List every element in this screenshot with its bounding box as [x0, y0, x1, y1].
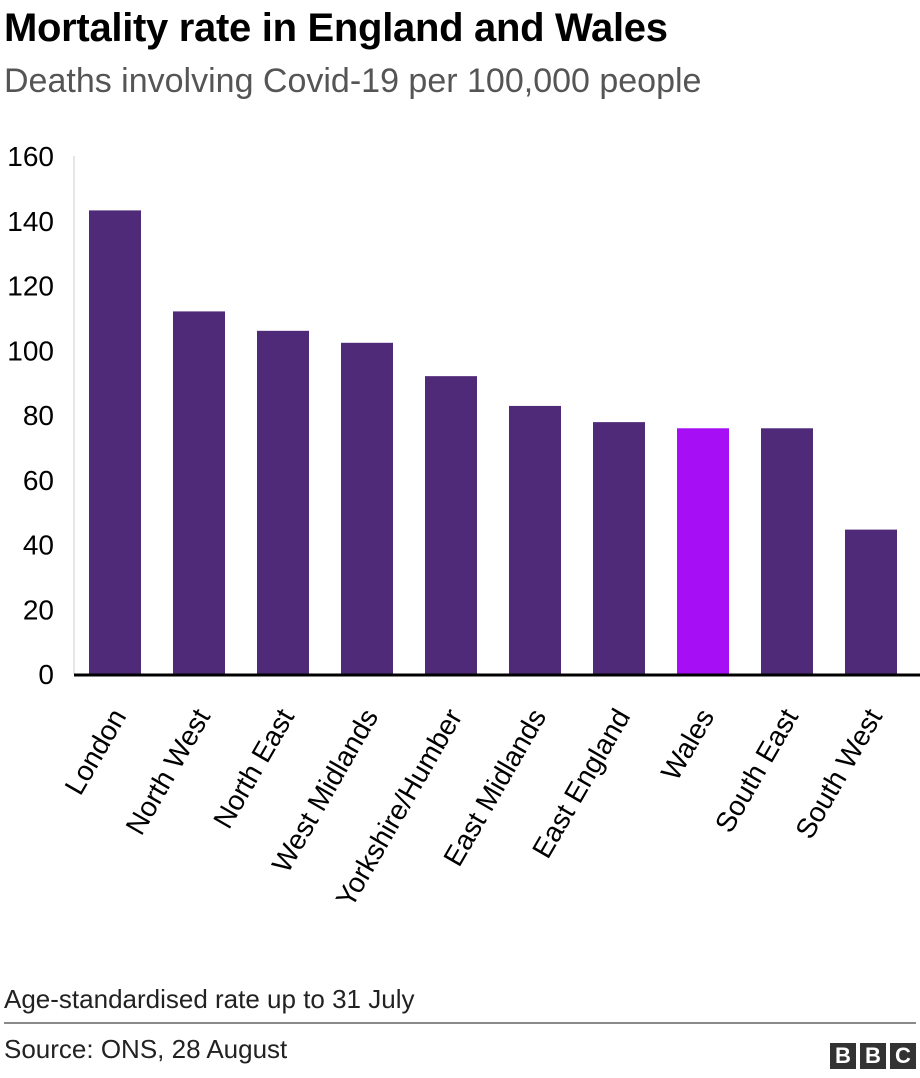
- bar-south-east: [761, 428, 813, 674]
- logo-letter-3: C: [890, 1043, 916, 1069]
- logo-letter-2: B: [860, 1043, 886, 1069]
- source-text: Source: ONS, 28 August: [4, 1034, 288, 1064]
- x-category-label: London: [59, 704, 133, 800]
- bar-east-england: [593, 422, 645, 674]
- y-tick-label: 100: [7, 335, 54, 366]
- bar-wales: [677, 428, 729, 674]
- x-category-label: South East: [709, 703, 804, 837]
- y-axis-ticks: 0 20 40 60 80 100 120 140 160: [7, 141, 54, 690]
- y-tick-label: 160: [7, 141, 54, 172]
- bar-north-east: [257, 330, 309, 674]
- y-tick-label: 20: [23, 594, 54, 625]
- x-category-label: South West: [789, 703, 888, 844]
- footer-divider: [4, 1022, 916, 1024]
- x-category-label: North East: [207, 703, 300, 833]
- y-tick-label: 120: [7, 271, 54, 302]
- bar-north-west: [173, 311, 225, 674]
- bar-south-west: [845, 529, 897, 674]
- y-tick-label: 140: [7, 206, 54, 237]
- x-category-label: North West: [120, 703, 217, 840]
- logo-letter-1: B: [830, 1043, 856, 1069]
- y-tick-label: 40: [23, 530, 54, 561]
- y-tick-label: 60: [23, 465, 54, 496]
- chart-subtitle: Deaths involving Covid-19 per 100,000 pe…: [4, 62, 702, 100]
- bars: [89, 210, 897, 674]
- y-tick-label: 0: [38, 659, 54, 690]
- bbc-logo: B B C: [830, 1043, 916, 1069]
- y-tick-label: 80: [23, 400, 54, 431]
- bar-west-midlands: [341, 342, 393, 674]
- footnote: Age-standardised rate up to 31 July: [4, 984, 415, 1014]
- bar-yorkshire-humber: [425, 376, 477, 674]
- x-category-label: Wales: [655, 704, 720, 786]
- bar-london: [89, 210, 141, 674]
- chart-title: Mortality rate in England and Wales: [4, 6, 668, 50]
- bar-east-midlands: [509, 405, 561, 674]
